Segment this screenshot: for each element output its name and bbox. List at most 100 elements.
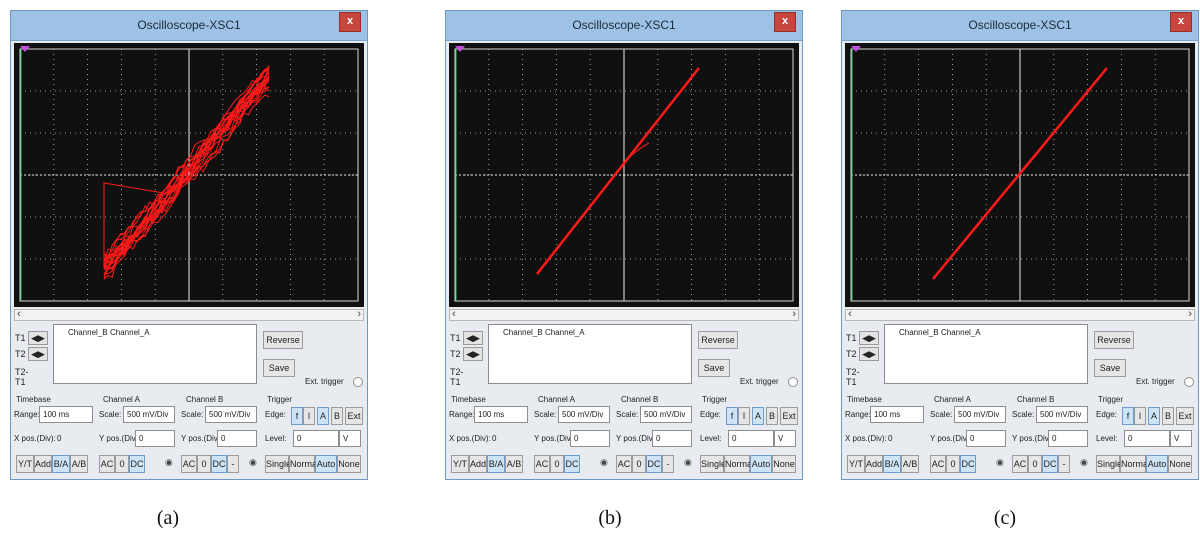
ext-trigger-radio[interactable] <box>1184 377 1194 387</box>
channel-b-zero-button[interactable]: 0 <box>197 455 211 473</box>
trigger-level-unit[interactable]: V <box>339 430 361 447</box>
channel-b-dc-button[interactable]: DC <box>646 455 662 473</box>
trigger-level-input[interactable]: 0 <box>728 430 774 447</box>
mode-yt-button[interactable]: Y/T <box>16 455 34 473</box>
trigger-none-button[interactable]: None <box>1168 455 1192 473</box>
title-bar[interactable]: Oscilloscope-XSC1 x <box>446 11 802 41</box>
channel-a-zero-button[interactable]: 0 <box>115 455 129 473</box>
trigger-level-unit[interactable]: V <box>774 430 796 447</box>
channel-b-radio-icon[interactable]: ◉ <box>249 457 257 467</box>
reverse-button[interactable]: Reverse <box>263 331 303 349</box>
channel-a-zero-button[interactable]: 0 <box>946 455 960 473</box>
channel-b-ypos-input[interactable]: 0 <box>652 430 692 447</box>
channel-a-ac-button[interactable]: AC <box>534 455 550 473</box>
cursor-t1-arrows-button[interactable]: ◀▶ <box>463 331 483 345</box>
trigger-single-button[interactable]: Single <box>265 455 291 473</box>
cursor-t2-arrows-button[interactable]: ◀▶ <box>859 347 879 361</box>
trigger-rising-edge-button[interactable]: f <box>1122 407 1134 425</box>
trigger-none-button[interactable]: None <box>772 455 796 473</box>
trigger-auto-button[interactable]: Auto <box>750 455 772 473</box>
trigger-ext-button[interactable]: Ext <box>1176 407 1194 425</box>
close-button[interactable]: x <box>774 12 796 32</box>
cursor-t2-arrows-button[interactable]: ◀▶ <box>28 347 48 361</box>
channel-b-zero-button[interactable]: 0 <box>1028 455 1042 473</box>
channel-b-minus-button[interactable]: - <box>227 455 239 473</box>
channel-a-dc-button[interactable]: DC <box>129 455 145 473</box>
channel-b-scale-input[interactable]: 500 mV/Div <box>1036 406 1088 423</box>
channel-b-ac-button[interactable]: AC <box>181 455 197 473</box>
channel-a-scale-input[interactable]: 500 mV/Div <box>954 406 1006 423</box>
channel-a-ac-button[interactable]: AC <box>99 455 115 473</box>
trigger-marker-icon[interactable] <box>851 46 861 52</box>
timebase-range-input[interactable]: 100 ms <box>474 406 528 423</box>
reverse-button[interactable]: Reverse <box>698 331 738 349</box>
trigger-single-button[interactable]: Single <box>1096 455 1122 473</box>
channel-b-minus-button[interactable]: - <box>1058 455 1070 473</box>
timebase-range-input[interactable]: 100 ms <box>39 406 93 423</box>
trigger-level-unit[interactable]: V <box>1170 430 1192 447</box>
trigger-marker-icon[interactable] <box>455 46 465 52</box>
trigger-normal-button[interactable]: Normal <box>289 455 319 473</box>
timebase-xpos-value[interactable]: 0 <box>888 434 893 443</box>
scroll-right-icon[interactable]: › <box>357 308 361 320</box>
trigger-a-button[interactable]: A <box>752 407 764 425</box>
channel-b-ac-button[interactable]: AC <box>1012 455 1028 473</box>
trigger-falling-edge-button[interactable]: l <box>738 407 750 425</box>
channel-b-radio-icon[interactable]: ◉ <box>684 457 692 467</box>
channel-b-ypos-input[interactable]: 0 <box>217 430 257 447</box>
save-button[interactable]: Save <box>698 359 730 377</box>
mode-ba-button[interactable]: B/A <box>487 455 505 473</box>
mode-ba-button[interactable]: B/A <box>883 455 901 473</box>
save-button[interactable]: Save <box>263 359 295 377</box>
save-button[interactable]: Save <box>1094 359 1126 377</box>
mode-yt-button[interactable]: Y/T <box>451 455 469 473</box>
cursor-t1-arrows-button[interactable]: ◀▶ <box>28 331 48 345</box>
scroll-left-icon[interactable]: ‹ <box>17 308 21 320</box>
trigger-b-button[interactable]: B <box>766 407 778 425</box>
channel-a-ypos-input[interactable]: 0 <box>966 430 1006 447</box>
trigger-rising-edge-button[interactable]: f <box>291 407 303 425</box>
channel-a-radio-icon[interactable]: ◉ <box>165 457 173 467</box>
trigger-falling-edge-button[interactable]: l <box>1134 407 1146 425</box>
timebase-range-input[interactable]: 100 ms <box>870 406 924 423</box>
cursor-t1-arrows-button[interactable]: ◀▶ <box>859 331 879 345</box>
trigger-rising-edge-button[interactable]: f <box>726 407 738 425</box>
close-button[interactable]: x <box>1170 12 1192 32</box>
title-bar[interactable]: Oscilloscope-XSC1 x <box>842 11 1198 41</box>
mode-yt-button[interactable]: Y/T <box>847 455 865 473</box>
trigger-normal-button[interactable]: Normal <box>1120 455 1150 473</box>
timebase-xpos-value[interactable]: 0 <box>492 434 497 443</box>
channel-a-radio-icon[interactable]: ◉ <box>996 457 1004 467</box>
mode-ab-button[interactable]: A/B <box>70 455 88 473</box>
trigger-auto-button[interactable]: Auto <box>1146 455 1168 473</box>
channel-a-dc-button[interactable]: DC <box>564 455 580 473</box>
channel-a-ac-button[interactable]: AC <box>930 455 946 473</box>
mode-add-button[interactable]: Add <box>865 455 883 473</box>
channel-b-ypos-input[interactable]: 0 <box>1048 430 1088 447</box>
channel-a-ypos-input[interactable]: 0 <box>570 430 610 447</box>
reverse-button[interactable]: Reverse <box>1094 331 1134 349</box>
trigger-level-input[interactable]: 0 <box>293 430 339 447</box>
mode-ab-button[interactable]: A/B <box>505 455 523 473</box>
trigger-normal-button[interactable]: Normal <box>724 455 754 473</box>
channel-b-zero-button[interactable]: 0 <box>632 455 646 473</box>
channel-b-dc-button[interactable]: DC <box>1042 455 1058 473</box>
ext-trigger-radio[interactable] <box>788 377 798 387</box>
channel-a-dc-button[interactable]: DC <box>960 455 976 473</box>
trigger-ext-button[interactable]: Ext <box>345 407 363 425</box>
cursor-t2-arrows-button[interactable]: ◀▶ <box>463 347 483 361</box>
trigger-a-button[interactable]: A <box>317 407 329 425</box>
trigger-a-button[interactable]: A <box>1148 407 1160 425</box>
title-bar[interactable]: Oscilloscope-XSC1 x <box>11 11 367 41</box>
scroll-left-icon[interactable]: ‹ <box>848 308 852 320</box>
scroll-right-icon[interactable]: › <box>792 308 796 320</box>
ext-trigger-radio[interactable] <box>353 377 363 387</box>
horizontal-scrollbar[interactable]: ‹ › <box>449 308 799 321</box>
trigger-none-button[interactable]: None <box>337 455 361 473</box>
horizontal-scrollbar[interactable]: ‹ › <box>14 308 364 321</box>
mode-ab-button[interactable]: A/B <box>901 455 919 473</box>
trigger-falling-edge-button[interactable]: l <box>303 407 315 425</box>
channel-a-ypos-input[interactable]: 0 <box>135 430 175 447</box>
mode-add-button[interactable]: Add <box>34 455 52 473</box>
channel-b-minus-button[interactable]: - <box>662 455 674 473</box>
